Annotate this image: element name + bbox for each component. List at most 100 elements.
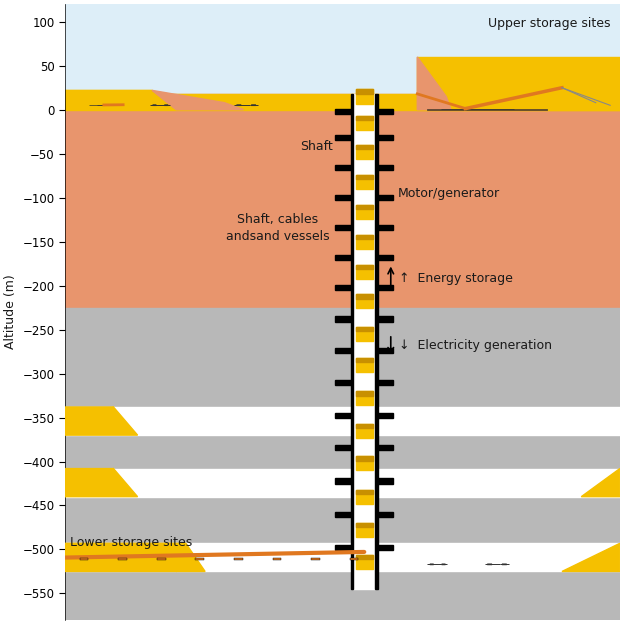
Bar (157, 558, 165, 560)
Bar (378, 512, 393, 517)
Bar (356, 358, 373, 362)
Bar (66, 94, 620, 308)
Bar (356, 490, 373, 504)
Bar (356, 265, 373, 278)
Text: Shaft, cables
andsand vessels: Shaft, cables andsand vessels (226, 213, 329, 243)
Bar (378, 195, 393, 200)
Bar (356, 391, 373, 405)
Bar (378, 135, 393, 140)
Bar (378, 225, 393, 230)
Polygon shape (66, 469, 114, 497)
Bar (356, 265, 373, 269)
Bar (356, 116, 373, 130)
Bar (66, 94, 620, 110)
Bar (356, 555, 373, 559)
Bar (350, 558, 358, 560)
Bar (356, 89, 373, 94)
Bar (335, 545, 351, 550)
Bar (356, 145, 373, 149)
Polygon shape (66, 469, 138, 497)
Text: Motor/generator: Motor/generator (398, 187, 500, 200)
Bar (66, 407, 620, 435)
Polygon shape (152, 90, 244, 110)
Bar (356, 523, 373, 537)
Bar (335, 225, 351, 230)
Bar (356, 456, 373, 461)
Bar (378, 545, 393, 550)
Bar (335, 380, 351, 385)
Polygon shape (66, 90, 176, 110)
Bar (66, 544, 620, 572)
Bar (234, 558, 243, 560)
Bar (335, 165, 351, 170)
Text: Shaft: Shaft (300, 140, 333, 153)
Bar (335, 445, 351, 450)
Bar (273, 558, 281, 560)
Polygon shape (417, 57, 620, 110)
Bar (356, 523, 373, 527)
Text: ↓  Electricity generation: ↓ Electricity generation (399, 339, 552, 352)
Text: Lower storage sites: Lower storage sites (70, 536, 192, 549)
Text: ↑  Energy storage: ↑ Energy storage (399, 272, 513, 285)
Bar (356, 295, 373, 299)
Polygon shape (417, 57, 451, 110)
Polygon shape (176, 544, 205, 572)
Bar (80, 558, 89, 560)
Bar (356, 555, 373, 569)
Bar (335, 478, 351, 484)
Bar (66, 308, 620, 620)
Bar (66, 469, 620, 497)
Y-axis label: Altitude (m): Altitude (m) (4, 275, 17, 349)
Text: Upper storage sites: Upper storage sites (488, 17, 610, 31)
Bar (66, 4, 620, 94)
Bar (378, 413, 393, 419)
Bar (356, 89, 373, 104)
Bar (335, 413, 351, 419)
Bar (378, 316, 393, 322)
Bar (335, 195, 351, 200)
Bar (335, 255, 351, 260)
Bar (356, 327, 373, 341)
Bar (335, 135, 351, 140)
Bar (356, 116, 373, 120)
Polygon shape (66, 407, 114, 435)
Bar (356, 358, 373, 372)
Bar (356, 175, 373, 189)
Bar (378, 445, 393, 450)
Bar (119, 558, 127, 560)
Bar (356, 327, 373, 331)
Bar (356, 424, 373, 428)
Polygon shape (66, 407, 138, 435)
Bar (356, 175, 373, 179)
Polygon shape (562, 544, 620, 572)
Polygon shape (66, 544, 186, 572)
Bar (378, 109, 393, 114)
Bar (356, 235, 373, 249)
Bar (195, 558, 204, 560)
Bar (351, 94, 353, 589)
Bar (335, 348, 351, 353)
Bar (356, 424, 373, 438)
Bar (378, 380, 393, 385)
Bar (356, 490, 373, 494)
Bar (356, 205, 373, 209)
Polygon shape (581, 469, 620, 497)
Bar (356, 295, 373, 308)
Bar (378, 165, 393, 170)
Bar (335, 316, 351, 322)
Bar (356, 145, 373, 159)
Bar (335, 109, 351, 114)
Bar (375, 94, 378, 589)
Bar (378, 255, 393, 260)
Bar (378, 478, 393, 484)
Bar (356, 391, 373, 396)
Bar (311, 558, 320, 560)
Bar (353, 94, 375, 589)
Bar (356, 456, 373, 470)
Bar (356, 205, 373, 219)
Bar (378, 348, 393, 353)
Bar (378, 285, 393, 290)
Bar (335, 285, 351, 290)
Bar (356, 235, 373, 239)
Bar (335, 512, 351, 517)
